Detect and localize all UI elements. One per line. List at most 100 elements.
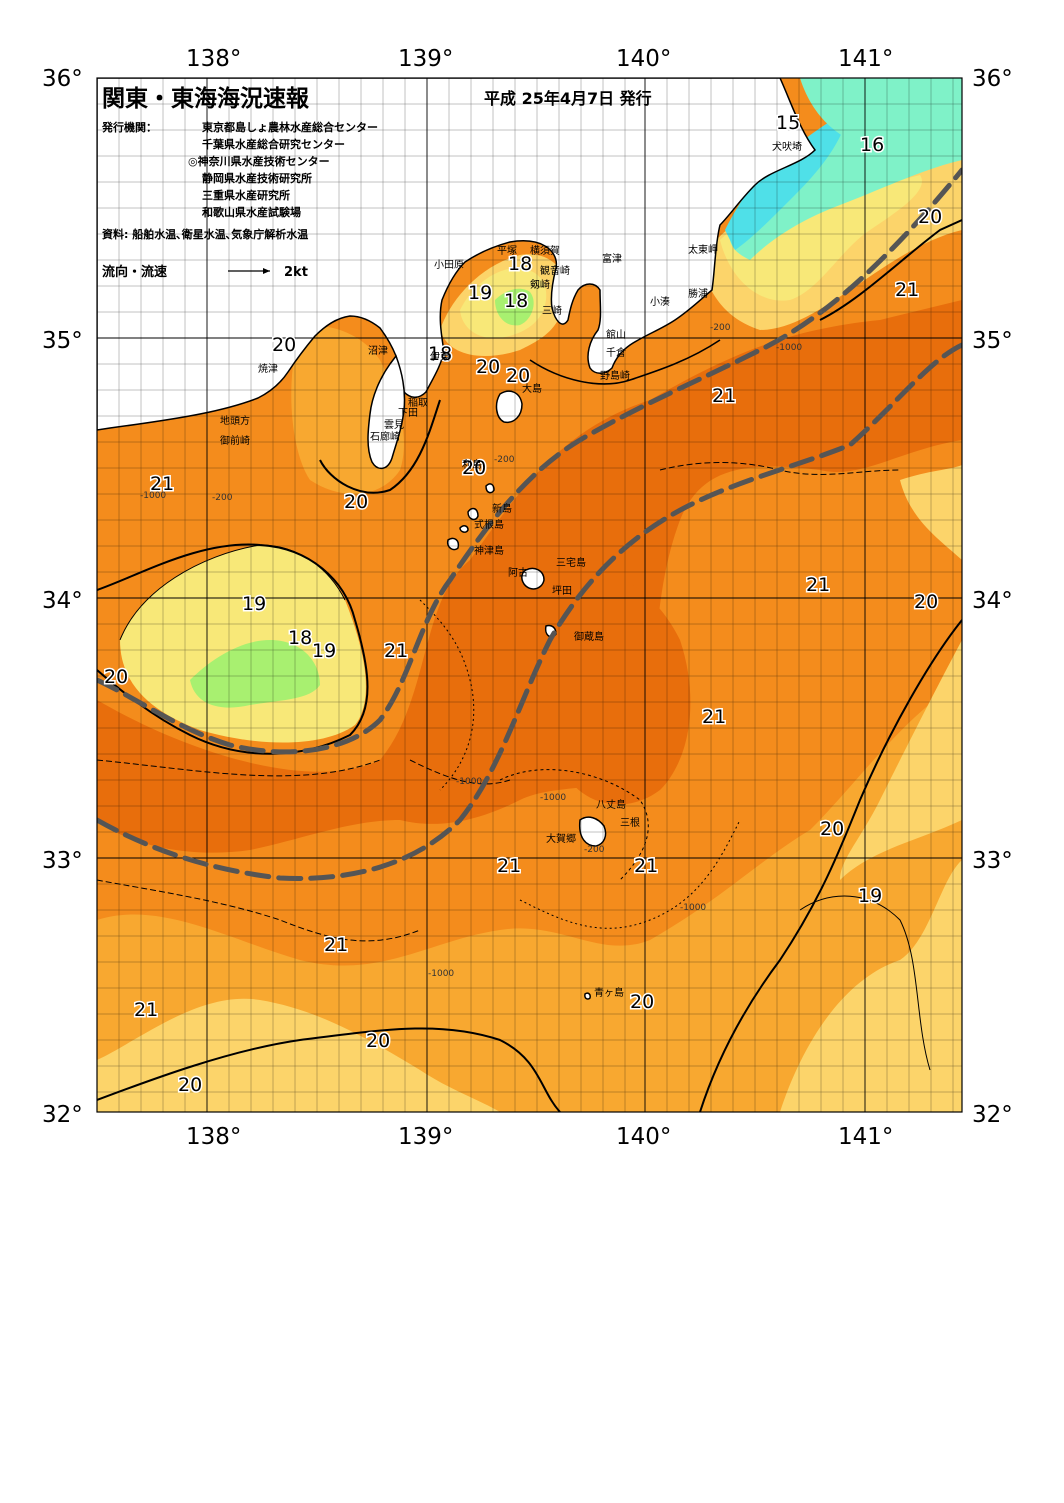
isotherm-label: 19	[858, 885, 882, 907]
depth-label: -1000	[456, 777, 482, 787]
northeast-cold-16b	[800, 78, 962, 140]
place-label: 三根	[620, 816, 640, 829]
graticule	[97, 78, 962, 1112]
depth-label: -200	[494, 455, 515, 465]
place-label: 稲取	[408, 397, 428, 409]
place-label: 大賀郷	[546, 832, 576, 845]
depth-label: -200	[584, 845, 605, 855]
northeast-cold-15	[725, 110, 850, 250]
place-label: 焼津	[258, 363, 278, 375]
hachijo-island	[578, 816, 607, 847]
place-label: 沼津	[368, 344, 388, 357]
map-frame	[96, 77, 963, 1113]
lon-top-141: 141°	[838, 46, 893, 72]
depth-label: -1000	[428, 969, 454, 979]
isotherm-label: 20	[178, 1074, 202, 1096]
cool-southeast-zone	[780, 860, 962, 1112]
cool-south-zone	[97, 680, 962, 1112]
place-label: 石廊崎	[370, 430, 400, 443]
place-label: 小湊	[650, 295, 670, 308]
lat-right-33: 33°	[972, 848, 1013, 874]
place-label: 青ヶ島	[594, 986, 624, 999]
publisher-3: ◎神奈川県水産技術センター	[188, 154, 330, 168]
isotherm-label: 20	[272, 334, 296, 356]
isotherm-label: 20	[918, 206, 942, 228]
place-label: 新島	[492, 502, 512, 515]
honshu-land	[97, 78, 816, 431]
lon-bottom-140: 140°	[616, 1124, 671, 1150]
toshima-island	[485, 483, 495, 494]
isotherm-label: 21	[384, 640, 408, 662]
lon-bottom-141: 141°	[838, 1124, 893, 1150]
isotherm-label: 21	[895, 279, 919, 301]
lat-left-34: 34°	[42, 588, 83, 614]
isotherm-label: 21	[497, 855, 521, 877]
cool-southeast-zone-2	[840, 640, 962, 880]
isotherm-label: 19	[312, 640, 336, 662]
isotherm-label: 20	[630, 991, 654, 1013]
depth-label: -1000	[140, 491, 166, 501]
depth-label: -200	[710, 323, 731, 333]
cool-southwest-zone	[97, 998, 500, 1112]
isotherm-label: 18	[288, 627, 312, 649]
place-label: 横須賀	[530, 244, 560, 257]
place-label: 八丈島	[596, 798, 626, 811]
lat-right-36: 36°	[972, 66, 1013, 92]
legend-current-label: 流向・流速	[102, 264, 167, 280]
izu-peninsula	[367, 354, 406, 470]
lat-right-34: 34°	[972, 588, 1013, 614]
isotherm-label: 18	[508, 253, 532, 275]
data-source: 資料: 船舶水温､衛星水温､気象庁解析水温	[102, 227, 308, 241]
axis-labels: 138° 139° 140° 141° 138° 139° 140° 141° …	[42, 46, 1013, 1150]
isotherm-label: 21	[634, 855, 658, 877]
lat-left-35: 35°	[42, 328, 83, 354]
isotherm-label: 20	[104, 666, 128, 688]
place-label: 平塚	[497, 245, 517, 257]
depth-label: -200	[212, 493, 233, 503]
isotherm-label: 20	[462, 457, 486, 479]
place-label: 館山	[606, 328, 626, 341]
isotherm-label: 19	[468, 282, 492, 304]
isotherm-label: 15	[776, 112, 800, 134]
isotherm-label: 20	[366, 1030, 390, 1052]
map-title: 関東・東海海況速報	[102, 85, 310, 112]
publisher-4: 静岡県水産技術研究所	[202, 171, 312, 185]
place-label: 太東岬	[688, 243, 718, 256]
lon-top-140: 140°	[616, 46, 671, 72]
place-label: 坪田	[552, 584, 572, 597]
publisher-label: 発行機関：	[101, 120, 157, 134]
lon-top-139: 139°	[398, 46, 453, 72]
place-label: 大島	[522, 382, 542, 395]
lon-bottom-139: 139°	[398, 1124, 453, 1150]
place-label: 利島	[462, 458, 482, 471]
shikine-island	[459, 525, 469, 533]
isotherm-label: 16	[860, 134, 884, 156]
cold-eddy-18	[190, 640, 320, 708]
land-areas	[97, 78, 816, 1000]
kuroshio-north-edge	[97, 167, 962, 755]
warm-core-zone-2	[541, 570, 691, 805]
place-label: 三崎	[542, 304, 562, 317]
place-label-group: 犬吠埼 太東岬 勝浦 小湊 館山 千倉 野島崎 富津 横須賀 観音崎 剱崎 三崎…	[220, 140, 802, 999]
isotherm-label: 19	[242, 593, 266, 615]
isotherm-label: 20	[476, 356, 500, 378]
legend-current-speed: 2kt	[284, 265, 308, 280]
place-label: 御前崎	[220, 434, 250, 447]
isotherm-label: 20	[914, 591, 938, 613]
publisher-6: 和歌山県水産試験場	[202, 205, 301, 219]
isotherm-label: 21	[150, 473, 174, 495]
lon-bottom-138: 138°	[186, 1124, 241, 1150]
isotherm-label: 18	[428, 343, 452, 365]
depth-label: -1000	[776, 343, 802, 353]
place-label: 伊東	[430, 350, 450, 363]
place-label: 勝浦	[688, 287, 708, 300]
publisher-2: 千葉県水産総合研究センター	[202, 137, 345, 151]
place-label: 三宅島	[556, 556, 586, 569]
aogashima-island	[584, 992, 591, 1000]
place-label: 阿古	[508, 566, 528, 579]
isotherm-label: 21	[806, 574, 830, 596]
place-label: 千倉	[606, 346, 626, 359]
kozu-island	[446, 537, 460, 551]
sagami-cool-zone-18	[495, 288, 534, 326]
